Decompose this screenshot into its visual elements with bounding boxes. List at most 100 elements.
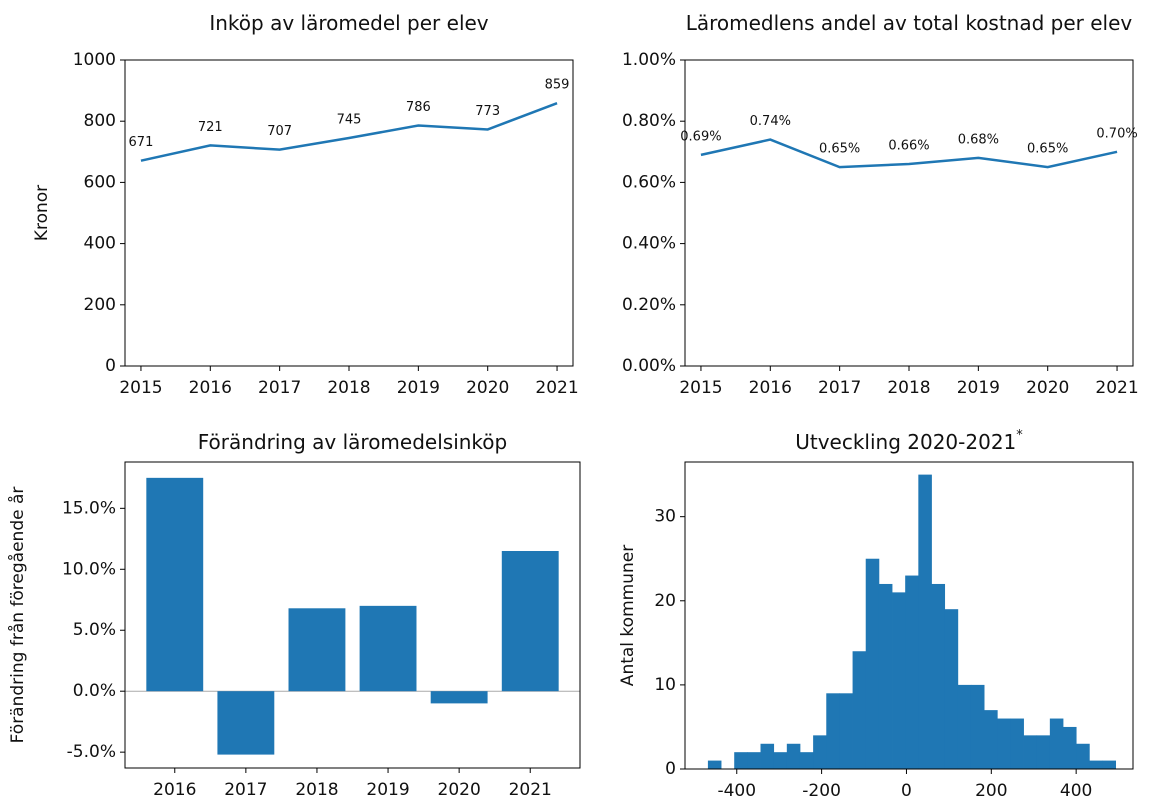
x-tick-label: 2018 bbox=[295, 780, 338, 800]
x-tick-label: 2019 bbox=[957, 378, 1000, 398]
histogram-bar bbox=[957, 684, 972, 769]
chart-title: Utveckling 2020-2021* bbox=[795, 428, 1023, 454]
histogram-bar bbox=[826, 693, 840, 769]
axes-frame bbox=[684, 59, 1134, 367]
histogram-bar bbox=[1102, 760, 1117, 769]
data-label: 0.70% bbox=[1096, 126, 1137, 141]
histogram-bar bbox=[1010, 718, 1024, 769]
bar bbox=[288, 608, 346, 692]
histogram-bar bbox=[786, 743, 801, 769]
chart-title-text: Utveckling 2020-2021 bbox=[795, 430, 1016, 454]
y-tick-label: 30 bbox=[654, 507, 676, 527]
axes-frame bbox=[684, 461, 1134, 770]
bar bbox=[217, 691, 275, 755]
histogram-bar bbox=[799, 752, 814, 769]
y-tick-label: 0 bbox=[665, 759, 676, 779]
y-tick-label: 10.0% bbox=[62, 559, 116, 579]
x-tick-label: -200 bbox=[802, 781, 841, 801]
line-series bbox=[700, 138, 1118, 169]
chart-title-text: Förändring av läromedelsinköp bbox=[198, 430, 507, 454]
data-label: 0.69% bbox=[680, 129, 721, 144]
y-tick-label: 0.0% bbox=[73, 681, 116, 701]
data-label: 0.65% bbox=[819, 142, 860, 157]
y-tick-label: 0.60% bbox=[622, 172, 676, 192]
x-tick-label: 2016 bbox=[153, 780, 196, 800]
y-tick-label: 0.40% bbox=[622, 234, 676, 254]
chart-title: Inköp av läromedel per elev bbox=[209, 11, 488, 35]
histogram-bar bbox=[892, 592, 906, 769]
histogram-bar bbox=[918, 474, 932, 769]
data-label: 0.74% bbox=[750, 114, 791, 129]
histogram-bar bbox=[944, 609, 959, 769]
x-tick-label: -400 bbox=[717, 781, 756, 801]
histogram-bar bbox=[1076, 743, 1090, 769]
x-tick-label: 2019 bbox=[397, 378, 440, 398]
data-label: 0.65% bbox=[1027, 142, 1068, 157]
histogram-bar bbox=[852, 651, 867, 769]
histogram-bar bbox=[1089, 760, 1103, 769]
x-tick-label: 2015 bbox=[119, 378, 162, 398]
histogram-bar bbox=[747, 752, 761, 769]
x-tick-label: 2020 bbox=[438, 780, 481, 800]
axes-frame bbox=[124, 59, 574, 367]
x-tick-label: 2018 bbox=[887, 378, 930, 398]
subplot: Utveckling 2020-2021* Antal kommuner 0 10 20… bbox=[618, 428, 1134, 801]
y-tick-label: 10 bbox=[654, 675, 676, 695]
histogram-bar bbox=[734, 752, 748, 769]
y-tick-label: 20 bbox=[654, 591, 676, 611]
line-series bbox=[140, 101, 558, 162]
y-tick-label: 0.00% bbox=[622, 356, 676, 376]
x-tick-label: 2016 bbox=[749, 378, 792, 398]
histogram-bar bbox=[1023, 735, 1038, 769]
bar bbox=[359, 605, 417, 692]
data-label: 0.68% bbox=[958, 132, 999, 147]
histogram-bar bbox=[931, 583, 946, 769]
data-label: 721 bbox=[198, 120, 223, 135]
bar bbox=[146, 477, 204, 692]
histogram-bar bbox=[865, 558, 880, 769]
y-axis-label: Kronor bbox=[32, 185, 52, 241]
histogram-bar bbox=[839, 693, 853, 769]
chart-title: Förändring av läromedelsinköp bbox=[198, 430, 507, 454]
chart-title-text: Läromedlens andel av total kostnad per e… bbox=[686, 11, 1133, 35]
subplot: Förändring av läromedelsinköp Förändring … bbox=[7, 430, 581, 800]
x-tick-label: 2017 bbox=[224, 780, 267, 800]
x-tick-label: 2016 bbox=[189, 378, 232, 398]
subplot: Inköp av läromedel per elev Kronor 0 200 400… bbox=[32, 11, 579, 399]
histogram-bar bbox=[707, 760, 722, 769]
y-tick-label: 0.80% bbox=[622, 111, 676, 131]
x-tick-label: 2019 bbox=[366, 780, 409, 800]
x-tick-label: 200 bbox=[975, 781, 1007, 801]
histogram-bar bbox=[1036, 735, 1051, 769]
x-tick-label: 2017 bbox=[818, 378, 861, 398]
y-tick-label: 600 bbox=[84, 172, 116, 192]
x-tick-label: 2015 bbox=[679, 378, 722, 398]
histogram-bar bbox=[1049, 718, 1064, 769]
data-label: 773 bbox=[475, 104, 500, 119]
y-axis-label: Förändring från föregående år bbox=[7, 487, 28, 744]
bar bbox=[430, 691, 488, 704]
y-tick-label: 0.20% bbox=[622, 295, 676, 315]
data-label: 786 bbox=[406, 100, 431, 115]
y-tick-label: 200 bbox=[84, 295, 116, 315]
histogram-bar bbox=[760, 743, 775, 769]
data-label: 671 bbox=[129, 135, 154, 150]
y-tick-label: 5.0% bbox=[73, 620, 116, 640]
histogram-bar bbox=[773, 752, 788, 769]
title-mark: * bbox=[1016, 428, 1023, 443]
x-tick-label: 2020 bbox=[1026, 378, 1069, 398]
x-tick-label: 2017 bbox=[258, 378, 301, 398]
histogram-bar bbox=[878, 583, 893, 769]
axes-frame bbox=[124, 461, 581, 769]
histogram-bar bbox=[1063, 726, 1077, 769]
data-label: 707 bbox=[267, 124, 292, 139]
y-tick-label: 400 bbox=[84, 234, 116, 254]
chart-title: Läromedlens andel av total kostnad per e… bbox=[686, 11, 1133, 35]
histogram-bar bbox=[905, 575, 919, 769]
x-tick-label: 2020 bbox=[466, 378, 509, 398]
chart-title-text: Inköp av läromedel per elev bbox=[209, 11, 488, 35]
y-tick-label: 15.0% bbox=[62, 498, 116, 518]
x-tick-label: 2018 bbox=[327, 378, 370, 398]
y-axis-label: Antal kommuner bbox=[618, 545, 638, 686]
